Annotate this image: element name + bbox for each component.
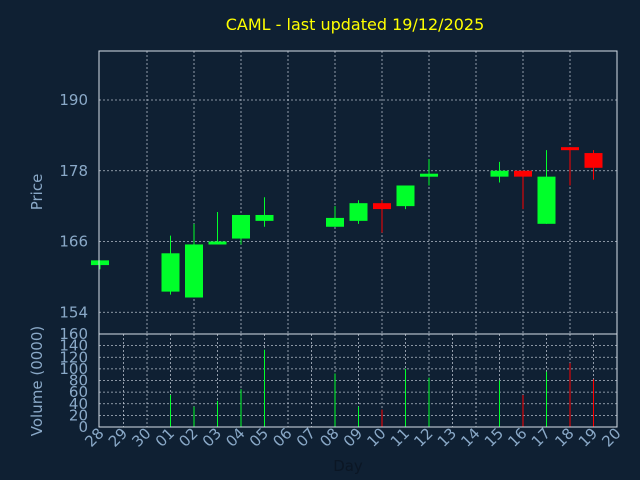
- price-tick-label: 154: [59, 303, 88, 321]
- candle-body: [255, 214, 274, 221]
- price-tick-label: 190: [59, 91, 88, 109]
- candle-body: [490, 170, 509, 177]
- x-axis-label: Day: [333, 457, 363, 475]
- price-tick-label: 166: [59, 233, 88, 251]
- volume-bars: [170, 349, 594, 427]
- volume-tick-label: 0: [78, 418, 88, 436]
- candle-body: [584, 153, 603, 168]
- volume-tick-label: 160: [59, 325, 88, 343]
- volume-frame: [98, 333, 618, 428]
- volume-tick-label: 80: [69, 372, 88, 390]
- candle-body: [514, 170, 532, 177]
- candle-body: [420, 173, 438, 177]
- candle-body: [232, 214, 250, 239]
- volume-tick-label: 60: [69, 383, 88, 401]
- price-tick-label: 178: [59, 162, 88, 180]
- price-grid: [99, 51, 617, 334]
- candle-body: [326, 217, 344, 227]
- candle-body: [349, 203, 368, 221]
- volume-tick-label: 140: [59, 337, 88, 355]
- candle-body: [91, 260, 109, 266]
- candles: [91, 147, 603, 298]
- candle-body: [208, 241, 227, 245]
- volume-tick-label: 100: [59, 360, 88, 378]
- chart-title: CAML - last updated 19/12/2025: [226, 15, 485, 34]
- candle-body: [396, 185, 415, 207]
- volume-tick-label: 20: [69, 406, 88, 424]
- price-ticks: 190 178 166 154: [59, 91, 88, 321]
- volume-tick-label: 120: [59, 348, 88, 366]
- day-ticks: 2829300102030405060708091011121314151617…: [81, 424, 624, 450]
- candle-body: [161, 253, 180, 292]
- candle-body: [373, 203, 391, 210]
- candle-body: [185, 244, 203, 298]
- volume-tick-label: 40: [69, 395, 88, 413]
- price-panel: 190 178 166 154: [59, 50, 618, 335]
- candle-body: [561, 147, 579, 151]
- candle-body: [537, 176, 556, 224]
- volume-axis-label: Volume (0000): [28, 326, 46, 436]
- price-axis-label: Price: [28, 174, 46, 211]
